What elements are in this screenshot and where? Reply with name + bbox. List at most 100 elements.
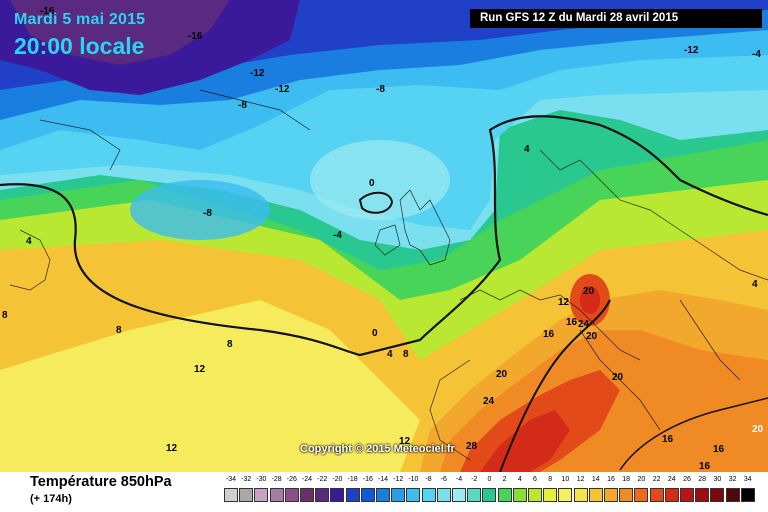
legend-swatch bbox=[376, 488, 390, 502]
isotherm-label: 16 bbox=[662, 434, 674, 445]
legend-swatch bbox=[406, 488, 421, 502]
legend-tick-label: 4 bbox=[517, 476, 522, 483]
legend-tick-label: -2 bbox=[471, 476, 478, 483]
isotherm-label: -8 bbox=[376, 84, 385, 95]
legend-swatch bbox=[254, 488, 269, 502]
isotherm-label: -16 bbox=[40, 6, 55, 17]
copyright-notice: Copyright © 2015 Meteociel.fr bbox=[300, 443, 455, 455]
isotherm-label: 20 bbox=[612, 372, 624, 383]
legend-tick-label: 12 bbox=[576, 476, 585, 483]
map-canvas: -16 -16 -12 -12 -8 -8 -12 -4 0 -8 -4 4 4… bbox=[0, 0, 768, 472]
legend-tick-label: 2 bbox=[502, 476, 507, 483]
legend-swatch bbox=[300, 488, 314, 502]
legend-tick-label: 16 bbox=[607, 476, 615, 483]
isotherm-label: -8 bbox=[203, 208, 212, 219]
isotherm-label: 8 bbox=[403, 349, 409, 360]
legend-tick-label: 10 bbox=[561, 476, 570, 483]
legend-swatch bbox=[436, 488, 451, 502]
legend-swatch bbox=[391, 488, 406, 502]
isotherm-label: -12 bbox=[684, 45, 699, 56]
legend-swatch bbox=[604, 488, 618, 502]
isotherm-label: 16 bbox=[543, 329, 555, 340]
isotherm-label: 4 bbox=[752, 279, 758, 290]
isotherm-label: -12 bbox=[275, 84, 290, 95]
legend-swatch bbox=[482, 488, 497, 502]
legend-swatch bbox=[528, 488, 542, 502]
legend-tick-label: -6 bbox=[440, 476, 447, 483]
legend-swatch bbox=[664, 488, 679, 502]
legend-swatch bbox=[725, 488, 740, 502]
legend-swatch bbox=[543, 488, 558, 502]
isotherm-label: -4 bbox=[333, 230, 342, 241]
legend-tick-label: -18 bbox=[347, 476, 358, 483]
legend-tick-label: 34 bbox=[743, 476, 752, 483]
isotherm-label: 12 bbox=[558, 297, 570, 308]
legend-swatch bbox=[649, 488, 664, 502]
legend-swatch bbox=[558, 488, 573, 502]
isotherm-label: 0 bbox=[369, 178, 375, 189]
legend-tick-label: -34 bbox=[225, 476, 237, 483]
isotherm-label: 20 bbox=[586, 331, 598, 342]
legend-tick-label: 20 bbox=[637, 476, 646, 483]
isotherm-label: -8 bbox=[238, 100, 247, 111]
legend-tick-label: 8 bbox=[548, 476, 553, 483]
isotherm-label: 24 bbox=[578, 319, 590, 330]
legend-tick-label: 28 bbox=[698, 476, 707, 483]
legend-tick-label: -12 bbox=[393, 476, 404, 483]
legend-tick-label: 24 bbox=[667, 476, 676, 483]
legend-tick-label: -28 bbox=[271, 476, 282, 483]
legend-swatch bbox=[619, 488, 634, 502]
legend-swatch bbox=[224, 488, 238, 502]
legend-tick-label: -4 bbox=[455, 476, 463, 483]
temperature-map: -16 -16 -12 -12 -8 -8 -12 -4 0 -8 -4 4 4… bbox=[0, 0, 768, 472]
legend-swatch bbox=[467, 488, 482, 502]
isotherm-labels: -16 -16 -12 -12 -8 -8 -12 -4 0 -8 -4 4 4… bbox=[2, 6, 764, 472]
isotherm-label: 16 bbox=[699, 461, 711, 472]
legend-swatch bbox=[330, 488, 345, 502]
isotherm-label: -12 bbox=[250, 68, 265, 79]
legend-swatch bbox=[512, 488, 527, 502]
isotherm-label: 20 bbox=[752, 424, 764, 435]
forecast-time: 20:00 locale bbox=[14, 33, 145, 59]
legend-tick-label: 32 bbox=[728, 476, 737, 483]
legend-swatch bbox=[452, 488, 466, 502]
legend-tick-label: 14 bbox=[591, 476, 600, 483]
legend-tick-label: 0 bbox=[487, 476, 492, 483]
legend-swatch bbox=[284, 488, 299, 502]
legend-tick-label: 22 bbox=[652, 476, 661, 483]
lead-time: (+ 174h) bbox=[30, 493, 72, 505]
footer-bar: Température 850hPa (+ 174h) -34 -32 -30 -28… bbox=[0, 472, 768, 512]
legend-swatch bbox=[315, 488, 330, 502]
legend-tick-label: -8 bbox=[425, 476, 432, 483]
legend-swatch bbox=[421, 488, 436, 502]
forecast-date: Mardi 5 mai 2015 bbox=[14, 11, 146, 28]
legend-tick-label: -32 bbox=[241, 476, 252, 483]
isotherm-label: 20 bbox=[583, 286, 595, 297]
legend-swatch bbox=[710, 488, 725, 502]
model-run-label: Run GFS 12 Z du Mardi 28 avril 2015 bbox=[470, 9, 762, 28]
legend-tick-label: -22 bbox=[317, 476, 328, 483]
isotherm-label: 16 bbox=[566, 317, 578, 328]
legend-tick-label: -26 bbox=[286, 476, 297, 483]
isotherm-label: 20 bbox=[496, 369, 508, 380]
isotherm-label: -16 bbox=[188, 31, 203, 42]
legend-swatch bbox=[573, 488, 588, 502]
legend-swatch bbox=[360, 488, 375, 502]
isotherm-label: 4 bbox=[26, 236, 32, 247]
legend-tick-label: -30 bbox=[256, 476, 267, 483]
isotherm-label: -4 bbox=[752, 49, 761, 60]
legend-tick-label: 18 bbox=[622, 476, 631, 483]
isotherm-label: 8 bbox=[116, 325, 122, 336]
legend-swatch bbox=[239, 488, 254, 502]
legend-swatch bbox=[588, 488, 603, 502]
isotherm-label: 8 bbox=[2, 310, 8, 321]
isotherm-label: 28 bbox=[466, 441, 478, 452]
legend-tick-label: -16 bbox=[362, 476, 373, 483]
legend-tick-label: 30 bbox=[713, 476, 722, 483]
legend-tick-label: -10 bbox=[408, 476, 419, 483]
isotherm-label: 12 bbox=[166, 443, 178, 454]
legend-swatch bbox=[695, 488, 710, 502]
legend-swatch bbox=[497, 488, 512, 502]
isotherm-label: 12 bbox=[194, 364, 206, 375]
